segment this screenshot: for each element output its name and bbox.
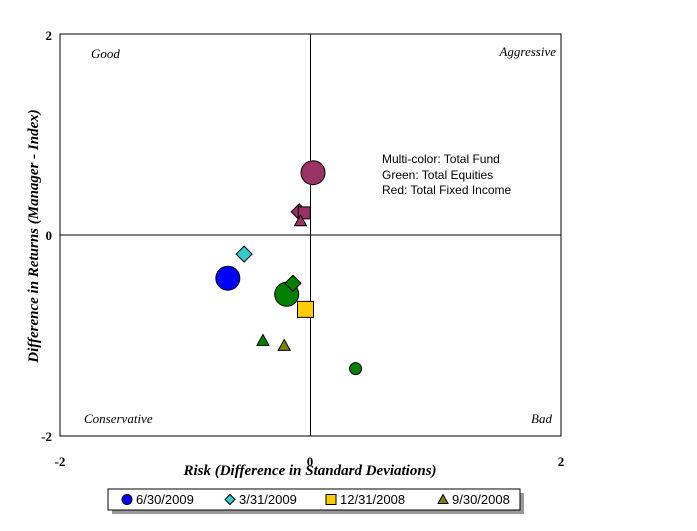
y-tick-label: 0 [46,228,53,243]
legend-diamond-marker [224,493,236,506]
data-markers [215,160,363,376]
circle-marker [300,160,326,186]
diamond-marker [284,274,302,292]
x-tick-label: 2 [558,454,565,469]
legend-circle-marker [121,494,133,505]
circle-marker [349,362,363,376]
quadrant-label-conservative: Conservative [84,411,153,426]
y-tick-label: -2 [41,429,52,444]
legend-label: 12/31/2008 [340,492,405,507]
legend-label: 9/30/2008 [452,492,510,507]
circle-marker [215,265,241,291]
x-tick-label: 0 [307,454,314,469]
triangle-marker [256,333,270,346]
triangle-marker [293,213,308,227]
note-total-fixed-income: Red: Total Fixed Income [382,183,512,197]
note-total-fund: Multi-color: Total Fund [382,152,500,166]
triangle-marker [277,338,292,351]
legend-square-marker [325,494,337,505]
legend-label: 6/30/2009 [136,492,194,507]
square-marker [296,300,314,318]
quadrant-label-bad: Bad [531,411,552,426]
y-tick-label: 2 [46,28,53,43]
note-total-equities: Green: Total Equities [382,168,493,182]
x-axis-title: Risk (Difference in Standard Deviations) [182,463,436,479]
legend-box [107,488,521,511]
quadrant-label-good: Good [91,46,120,61]
legend: 6/30/2009 3/31/2009 12/31/2008 9/30/2008 [107,488,524,514]
legend-triangle-marker [437,493,449,504]
x-tick-label: -2 [55,454,66,469]
quadrant-label-aggressive: Aggressive [498,44,556,59]
y-axis-title: Difference in Returns (Manager - Index) [26,109,42,363]
legend-label: 3/31/2009 [239,492,297,507]
diamond-marker [235,245,253,263]
